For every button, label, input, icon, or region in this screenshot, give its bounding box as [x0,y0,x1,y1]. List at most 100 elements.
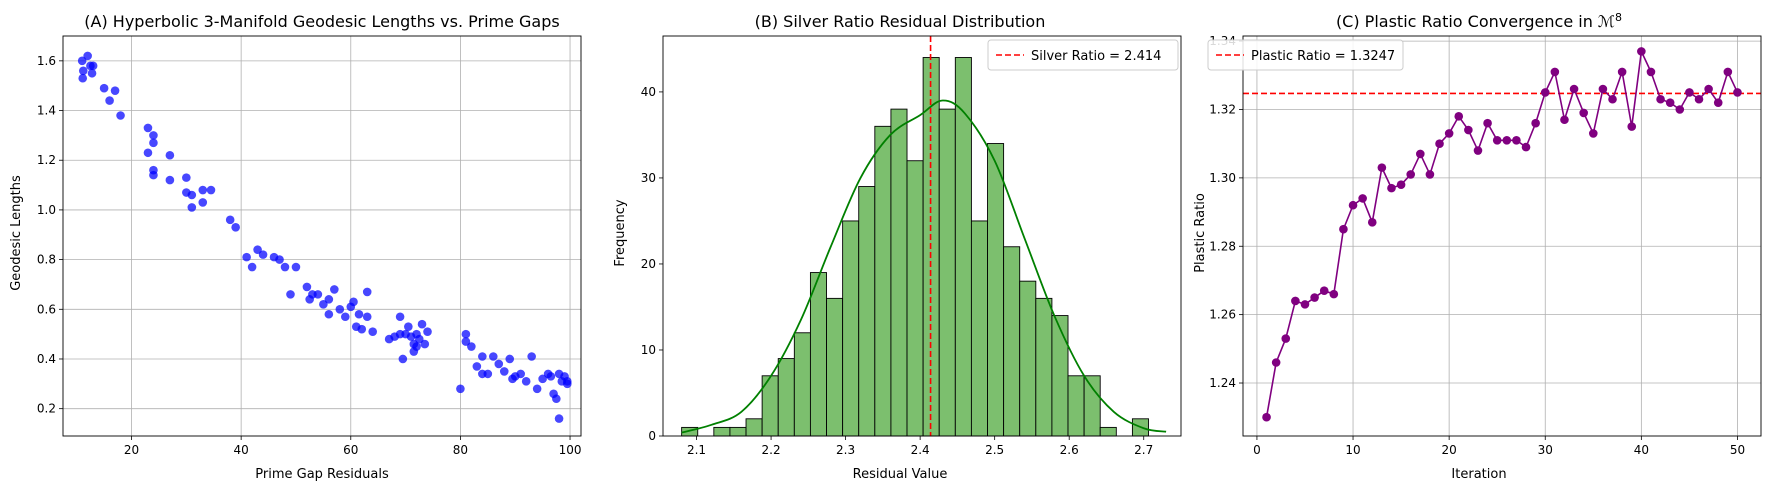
panel-a-point [354,309,364,319]
panel-a-point [88,61,98,71]
panel-a-point [87,68,97,78]
panel-a-point [552,394,561,404]
panel-c-ytick-label: 1.28 [1209,239,1236,253]
panel-a-point [395,312,405,322]
panel-c-point [1675,105,1685,114]
panel-a-point [362,312,372,322]
panel-a-point [562,377,572,386]
panel-b-bar [826,297,844,437]
panel-b-xtick-label: 2.5 [985,443,1004,457]
panel-a-point [414,334,424,344]
panel-a-point [83,51,92,61]
panel-b-xtick-label: 2.3 [836,443,855,457]
panel-c-point [1454,112,1464,121]
panel-a-point [225,215,235,225]
panel-a-point [461,329,471,339]
panel-c-ytick-label: 1.26 [1209,308,1236,322]
panel-a-point [324,295,334,304]
panel-b-bar [729,426,747,437]
panel-a-ytick-label: 1.4 [37,104,56,118]
panel-a-point [467,342,476,351]
panel-c-ytick-label: 1.30 [1209,171,1236,185]
panel-a-point [330,285,339,294]
panel-a-axes-frame [62,35,582,437]
panel-c-point [1723,67,1733,77]
panel-c-legend: Plastic Ratio = 1.3247 [1207,39,1404,71]
panel-c-point [1685,88,1694,97]
panel-c-ytick-label: 1.32 [1209,103,1236,117]
panel-a-point [231,223,240,232]
panel-a-point [182,173,191,182]
panel-b-ylabel: Frequency [613,199,628,266]
panel-c-point [1627,122,1637,131]
panel-a-ylabel: Geodesic Lengths [9,175,24,291]
panel-c-point [1617,67,1627,77]
panel-b-ytick-label: 10 [641,343,656,357]
panel-c-xtick-label: 40 [1634,443,1649,457]
panel-a-point [187,203,197,212]
panel-a-point [149,170,158,180]
panel-a-point [412,342,421,351]
panel-a-point [516,369,526,379]
panel-a-point [488,352,498,361]
panel-b-ytick-label: 0 [648,429,656,443]
panel-a-point [275,255,284,264]
panel-a-title: (A) Hyperbolic 3-Manifold Geodesic Lengt… [84,12,559,31]
panel-a-xlabel: Prime Gap Residuals [255,467,389,482]
panel-a-point [198,198,208,207]
panel-b-bar [1051,315,1069,437]
panel-a-point [116,111,125,120]
panel-b-xtick-label: 2.4 [911,443,930,457]
panel-b-axes-frame [662,35,1182,437]
panel-a-point [472,362,482,371]
panel-c-point [1367,218,1377,227]
panel-c-title: (C) Plastic Ratio Convergence in ℳ8 [1336,11,1622,31]
panel-b-bar [906,160,924,437]
panel-c-point [1473,146,1483,155]
panel-c-xtick-label: 20 [1442,443,1457,457]
panel-c-point [1416,149,1425,159]
panel-c-ytick-label: 1.24 [1209,376,1236,390]
panel-a-point [206,185,216,195]
panel-b-bar [1067,375,1085,437]
panel-a-ytick-label: 1.6 [37,54,56,68]
panel-a-point [404,322,413,331]
panel-a-point [423,327,432,336]
panel-c-point [1656,94,1665,104]
panel-a-point [187,190,197,200]
panel-c-point [1396,180,1406,190]
panel-b-bar [987,143,1005,437]
panel-c-point [1531,118,1540,128]
panel-b-xtick-label: 2.7 [1134,443,1153,457]
panel-a-point [77,56,87,66]
panel-a-plot-area: 20 40 60 80 100 0.2 0.4 0.6 0.8 1.0 1.2 1.4 1.6 [37,35,582,457]
panel-b-bar [954,57,972,437]
panel-a-point [420,339,430,349]
panel-a-point [417,319,427,329]
panel-b-bar [1035,297,1053,437]
panel-c-point [1406,170,1416,179]
panel-c-xtick-label: 10 [1345,443,1360,457]
panel-a-point [499,367,509,376]
panel-a-point [302,282,312,292]
panel-a-point [340,312,350,322]
panel-a-point [505,354,515,364]
panel-b-kde-curve [681,99,1167,434]
panel-a-point [349,297,358,307]
panel-a-point [319,300,328,309]
panel-c-legend-label: Plastic Ratio = 1.3247 [1251,49,1395,64]
panel-c-axes-frame [1242,35,1762,437]
panel-b-bar [713,426,731,437]
panel-b-ytick-label: 30 [641,171,656,185]
panel-c-point [1560,115,1569,125]
panel-c-title-text: (C) Plastic Ratio Convergence in ℳ [1336,12,1615,31]
panel-a-point [143,123,153,133]
panel-a-xtick-label: 40 [234,443,249,457]
panel-a-point [242,252,251,262]
panel-c-point [1262,412,1271,422]
panel-c-point [1483,118,1492,128]
panel-c-point [1291,296,1300,306]
panel-a-point [546,372,556,381]
panel-a-point [313,290,323,299]
panel-c-point [1646,67,1656,77]
